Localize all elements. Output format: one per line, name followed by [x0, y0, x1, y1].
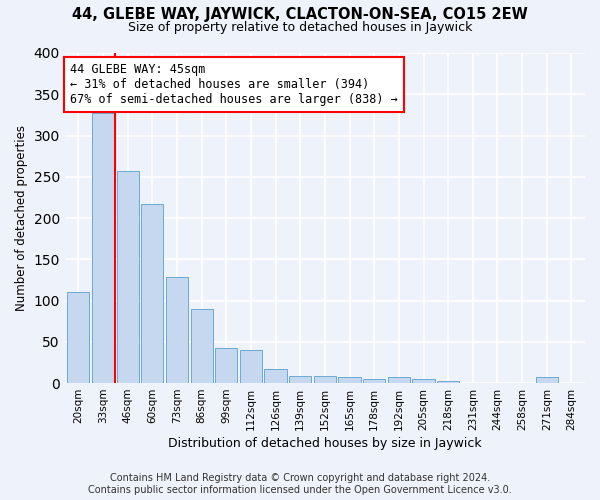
Bar	[240, 350, 262, 383]
Bar	[289, 376, 311, 383]
Bar	[314, 376, 336, 383]
Bar	[166, 278, 188, 383]
Bar	[363, 379, 385, 383]
Bar	[215, 348, 238, 383]
Y-axis label: Number of detached properties: Number of detached properties	[15, 125, 28, 311]
Bar	[338, 378, 361, 383]
Bar	[412, 379, 434, 383]
Bar	[92, 113, 114, 383]
Bar	[388, 378, 410, 383]
Bar	[437, 380, 459, 383]
Bar	[67, 292, 89, 383]
Bar	[191, 309, 213, 383]
Bar	[536, 378, 558, 383]
Bar	[116, 171, 139, 383]
Bar	[141, 204, 163, 383]
Text: 44, GLEBE WAY, JAYWICK, CLACTON-ON-SEA, CO15 2EW: 44, GLEBE WAY, JAYWICK, CLACTON-ON-SEA, …	[72, 8, 528, 22]
Text: Size of property relative to detached houses in Jaywick: Size of property relative to detached ho…	[128, 21, 472, 34]
Text: Contains HM Land Registry data © Crown copyright and database right 2024.
Contai: Contains HM Land Registry data © Crown c…	[88, 474, 512, 495]
X-axis label: Distribution of detached houses by size in Jaywick: Distribution of detached houses by size …	[168, 437, 482, 450]
Text: 44 GLEBE WAY: 45sqm
← 31% of detached houses are smaller (394)
67% of semi-detac: 44 GLEBE WAY: 45sqm ← 31% of detached ho…	[70, 63, 398, 106]
Bar	[265, 369, 287, 383]
